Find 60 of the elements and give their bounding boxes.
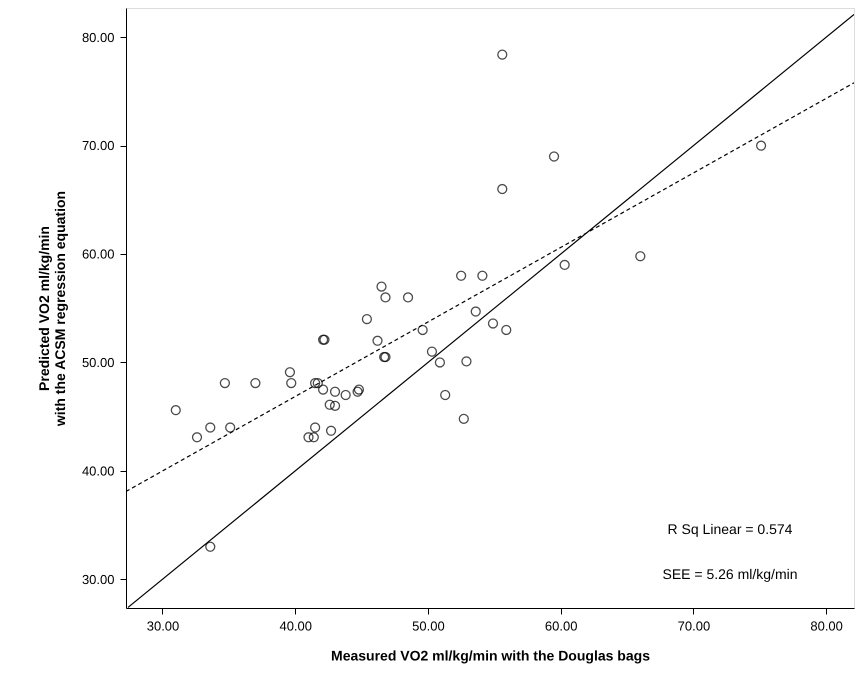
point — [380, 292, 391, 303]
annotation: R Sq Linear = 0.574 — [668, 521, 793, 537]
y-tick-label: 40.00 — [82, 463, 114, 478]
point — [220, 378, 230, 388]
point — [362, 314, 372, 324]
y-tick-label: 80.00 — [82, 30, 114, 45]
point — [250, 378, 261, 388]
point — [205, 422, 216, 433]
point — [756, 140, 766, 151]
point — [318, 384, 328, 395]
point — [308, 432, 319, 442]
point — [330, 400, 340, 411]
point — [488, 318, 498, 329]
point — [372, 336, 383, 346]
point — [303, 432, 314, 442]
point — [192, 432, 202, 442]
point — [324, 400, 335, 410]
point — [477, 270, 488, 281]
y-tick-label: 60.00 — [82, 246, 114, 262]
point — [402, 292, 414, 303]
point — [434, 357, 446, 368]
point — [635, 251, 646, 262]
point — [330, 386, 340, 397]
point — [312, 378, 323, 388]
y-axis-title: Predicted VO2 ml/kg/min with the ACSM regression equation — [36, 190, 68, 428]
point — [310, 378, 320, 388]
point — [470, 306, 481, 317]
point — [461, 356, 472, 366]
x-tick-label: 60.00 — [544, 618, 578, 634]
point — [170, 405, 181, 416]
x-tick-label: 50.00 — [412, 618, 445, 634]
point — [426, 346, 438, 357]
y-tick-label: 30.00 — [82, 572, 114, 587]
x-tick-label: 70.00 — [678, 618, 710, 634]
point — [310, 422, 320, 433]
point — [205, 542, 216, 552]
point — [225, 422, 236, 433]
point — [501, 324, 512, 336]
point — [284, 367, 296, 378]
x-axis-title: Measured VO2 ml/kg/min with the Douglas bags — [331, 648, 650, 664]
point — [497, 184, 508, 194]
x-tick-label: 30.00 — [146, 618, 180, 634]
point — [440, 390, 450, 400]
point — [497, 50, 508, 60]
point — [354, 384, 364, 395]
point — [376, 281, 387, 292]
point — [352, 386, 363, 397]
point — [340, 390, 351, 400]
point — [418, 324, 428, 336]
point — [326, 426, 336, 436]
point — [458, 414, 469, 424]
point — [548, 151, 560, 162]
point — [560, 260, 570, 270]
point — [456, 270, 466, 281]
y-tick-label: 70.00 — [82, 138, 114, 154]
y-tick-label: 50.00 — [82, 354, 114, 370]
x-tick-label: 40.00 — [279, 618, 312, 634]
point — [286, 378, 296, 388]
x-tick-label: 80.00 — [810, 618, 843, 634]
annotation: SEE = 5.26 ml/kg/min — [662, 566, 798, 582]
